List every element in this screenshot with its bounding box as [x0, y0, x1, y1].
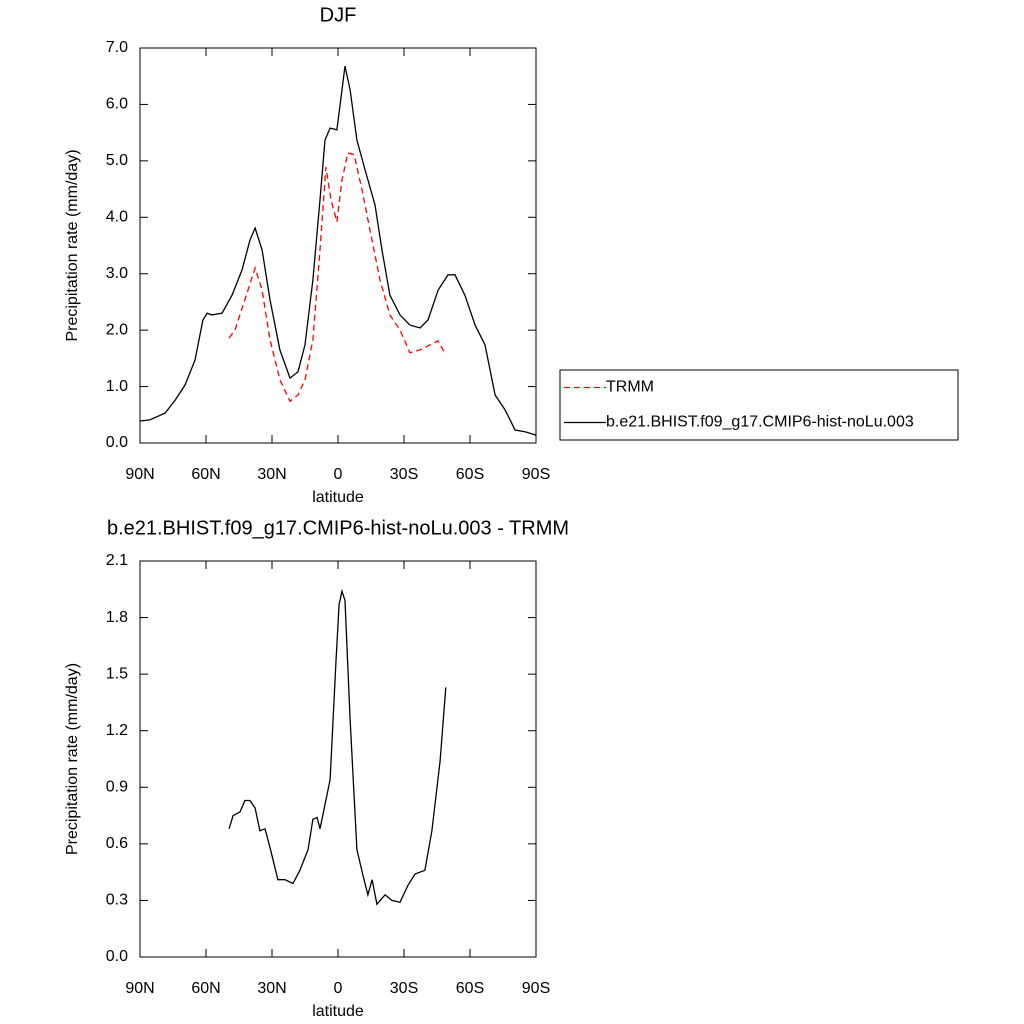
chart-title: b.e21.BHIST.f09_g17.CMIP6-hist-noLu.003 …: [107, 517, 569, 539]
y-tick-label: 0.3: [106, 892, 128, 909]
x-tick-label: 60N: [191, 980, 220, 997]
x-axis-label: latitude: [312, 489, 364, 506]
y-tick-label: 1.8: [106, 609, 128, 626]
x-tick-label: 0: [334, 980, 343, 997]
y-tick-label: 1.0: [106, 378, 128, 395]
y-tick-label: 0.0: [106, 948, 128, 965]
data-line: [139, 65, 537, 436]
plot-frame: [139, 47, 537, 444]
x-tick-label: 30N: [257, 980, 286, 997]
x-tick-label: 90S: [522, 466, 550, 483]
y-tick-label: 1.2: [106, 722, 128, 739]
y-tick-label: 4.0: [106, 209, 128, 226]
legend-label: TRMM: [606, 379, 654, 396]
y-tick-label: 7.0: [106, 39, 128, 56]
x-tick-label: 30S: [390, 980, 418, 997]
x-tick-label: 0: [334, 466, 343, 483]
legend-label: b.e21.BHIST.f09_g17.CMIP6-hist-noLu.003: [606, 414, 914, 431]
y-axis-label: Precipitation rate (mm/day): [64, 149, 81, 341]
chart-title: DJF: [320, 4, 357, 26]
data-line: [228, 588, 447, 906]
legend-box: [559, 369, 959, 441]
x-tick-label: 90S: [522, 980, 550, 997]
y-tick-label: 0.6: [106, 835, 128, 852]
y-axis-label: Precipitation rate (mm/day): [64, 663, 81, 855]
x-tick-label: 90N: [125, 980, 154, 997]
x-tick-label: 60N: [191, 466, 220, 483]
y-tick-label: 2.0: [106, 321, 128, 338]
x-axis-label: latitude: [312, 1003, 364, 1020]
data-line: [228, 152, 447, 403]
y-tick-label: 2.1: [106, 552, 128, 569]
y-tick-label: 5.0: [106, 152, 128, 169]
x-tick-label: 90N: [125, 466, 154, 483]
x-tick-label: 30S: [390, 466, 418, 483]
y-tick-label: 3.0: [106, 265, 128, 282]
x-tick-label: 60S: [456, 466, 484, 483]
x-tick-label: 30N: [257, 466, 286, 483]
x-tick-label: 60S: [456, 980, 484, 997]
y-tick-label: 6.0: [106, 96, 128, 113]
y-tick-label: 0.0: [106, 434, 128, 451]
y-tick-label: 0.9: [106, 779, 128, 796]
y-tick-label: 1.5: [106, 665, 128, 682]
